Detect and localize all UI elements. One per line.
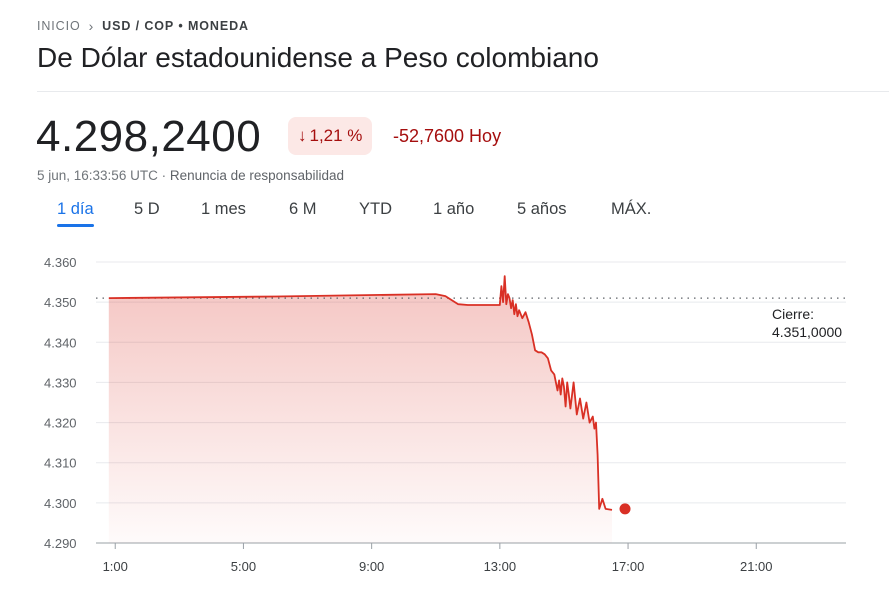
quote-timestamp: 5 jun, 16:33:56 UTC [37, 168, 158, 183]
x-tick-label: 17:00 [612, 559, 645, 574]
y-tick-label: 4.310 [44, 456, 77, 471]
tab-5-years[interactable]: 5 años [517, 200, 567, 218]
current-point-marker [619, 503, 631, 515]
header-divider [37, 91, 889, 92]
tab-6-months[interactable]: 6 M [289, 200, 317, 218]
breadcrumb-current: USD / COP • MONEDA [102, 19, 249, 33]
y-tick-label: 4.290 [44, 536, 77, 551]
y-tick-label: 4.300 [44, 496, 77, 511]
breadcrumb: INICIO › USD / COP • MONEDA [37, 18, 249, 34]
tab-max[interactable]: MÁX. [611, 200, 652, 218]
meta-separator: · [161, 168, 167, 183]
active-tab-indicator [57, 224, 94, 227]
x-tick-label: 1:00 [103, 559, 128, 574]
breadcrumb-home-link[interactable]: INICIO [37, 19, 81, 33]
previous-close-value: 4.351,0000 [772, 324, 842, 340]
tab-5-days[interactable]: 5 D [134, 200, 160, 218]
y-tick-label: 4.350 [44, 295, 77, 310]
x-tick-label: 21:00 [740, 559, 773, 574]
current-price: 4.298,2400 [36, 112, 262, 161]
price-chart[interactable]: 4.360 4.350 4.340 4.330 4.320 4.310 4.300 4.290… [0, 240, 889, 600]
y-tick-label: 4.320 [44, 416, 77, 431]
chevron-right-icon: › [88, 18, 95, 34]
tab-1-month[interactable]: 1 mes [201, 200, 246, 218]
percent-change-badge: ↓ 1,21 % [288, 117, 373, 155]
x-tick-label: 5:00 [231, 559, 256, 574]
y-tick-label: 4.340 [44, 335, 77, 350]
absolute-change: -52,7600 Hoy [393, 126, 502, 146]
tab-1-year[interactable]: 1 año [433, 200, 475, 218]
series-line [108, 275, 613, 511]
page-title: De Dólar estadounidense a Peso colombian… [37, 42, 599, 73]
y-tick-label: 4.360 [44, 255, 77, 270]
tab-ytd[interactable]: YTD [359, 200, 392, 218]
previous-close-label: Cierre: [772, 306, 814, 322]
arrow-down-icon: ↓ [298, 126, 307, 145]
quote-meta: 5 jun, 16:33:56 UTC · Renuncia de respon… [37, 168, 344, 183]
series-area [108, 276, 613, 543]
chart-svg: 4.360 4.350 4.340 4.330 4.320 4.310 4.300 4.290… [44, 255, 846, 574]
x-tick-label: 9:00 [359, 559, 384, 574]
y-tick-label: 4.330 [44, 375, 77, 390]
percent-change-value: 1,21 % [309, 126, 363, 145]
disclaimer-link[interactable]: Renuncia de responsabilidad [169, 168, 344, 183]
x-tick-label: 13:00 [484, 559, 517, 574]
tab-1-day[interactable]: 1 día [57, 200, 94, 218]
